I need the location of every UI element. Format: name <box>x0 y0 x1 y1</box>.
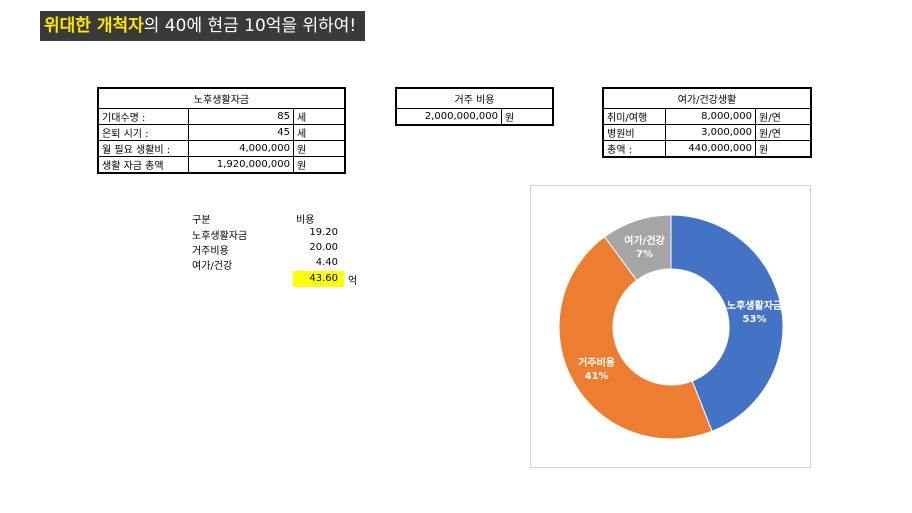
cell-unit[interactable]: 원 <box>755 140 811 157</box>
summary-total-unit: 억 <box>348 276 358 287</box>
cell-unit[interactable]: 세 <box>293 124 345 141</box>
slice-percent-label: 7% <box>636 249 653 260</box>
summary-row-label[interactable]: 여가/건강 <box>192 261 233 272</box>
summary-total[interactable]: 43.60 <box>293 271 344 287</box>
cell-label[interactable]: 월 필요 생활비 : <box>98 140 189 157</box>
cell-value[interactable]: 85 <box>188 108 294 125</box>
cell-value[interactable]: 1,920,000,000 <box>188 156 294 173</box>
table-row: 은퇴 시기 : 45 세 <box>98 124 345 141</box>
donut-slice-2[interactable] <box>558 236 713 440</box>
table-row: 월 필요 생활비 : 4,000,000 원 <box>98 140 345 157</box>
table-row: 취미/여행 8,000,000 원/연 <box>603 108 811 125</box>
cell-unit[interactable]: 원 <box>293 140 345 157</box>
cell-label[interactable]: 기대수명 : <box>98 108 189 125</box>
retirement-header: 노후생활자금 <box>98 88 345 109</box>
summary-row-value[interactable]: 19.20 <box>309 227 338 238</box>
cell-value[interactable]: 440,000,000 <box>665 140 756 157</box>
slice-percent-label: 41% <box>585 371 609 382</box>
cell-value[interactable]: 3,000,000 <box>665 124 756 141</box>
housing-header: 거주 비용 <box>396 88 553 109</box>
cell-unit[interactable]: 원/연 <box>755 108 811 125</box>
table-row: 기대수명 : 85 세 <box>98 108 345 125</box>
retirement-table: 노후생활자금 기대수명 : 85 세 은퇴 시기 : 45 세 월 필요 생활비… <box>97 87 346 174</box>
slice-label: 노후생활자금 <box>727 299 782 312</box>
cell-label[interactable]: 은퇴 시기 : <box>98 124 189 141</box>
cell-value[interactable]: 2,000,000,000 <box>396 108 502 125</box>
donut-slice-1[interactable] <box>670 214 784 432</box>
cell-value[interactable]: 4,000,000 <box>188 140 294 157</box>
cell-label[interactable]: 취미/여행 <box>603 108 666 125</box>
donut-slice-3[interactable] <box>603 214 672 281</box>
table-row: 병원비 3,000,000 원/연 <box>603 124 811 141</box>
cell-unit[interactable]: 원/연 <box>755 124 811 141</box>
summary-col1-header[interactable]: 구분 <box>192 215 211 226</box>
leisure-header: 여가/건강생활 <box>603 88 811 109</box>
cell-value[interactable]: 45 <box>188 124 294 141</box>
page-title: 위대한 개척자의 40에 현금 10억을 위하여! <box>40 11 365 41</box>
cell-label[interactable]: 생활 자금 총액 <box>98 156 189 173</box>
table-row: 2,000,000,000 원 <box>396 108 553 125</box>
cell-label[interactable]: 병원비 <box>603 124 666 141</box>
summary-row-label[interactable]: 노후생활자금 <box>192 231 248 242</box>
title-highlight: 위대한 개척자 <box>44 16 144 36</box>
summary-row-value[interactable]: 20.00 <box>309 242 338 253</box>
cell-unit[interactable]: 세 <box>293 108 345 125</box>
table-row: 생활 자금 총액 1,920,000,000 원 <box>98 156 345 173</box>
slice-label: 여가/건강 <box>624 234 665 247</box>
cell-label[interactable]: 총액 : <box>603 140 666 157</box>
cell-unit[interactable]: 원 <box>501 108 553 125</box>
summary-col2-header[interactable]: 비용 <box>296 215 315 226</box>
cell-value[interactable]: 8,000,000 <box>665 108 756 125</box>
summary-row-label[interactable]: 거주비용 <box>192 246 229 257</box>
donut-chart[interactable]: 노후생활자금 53% 거주비용 41% 여가/건강 7% <box>530 185 811 468</box>
title-rest: 의 40에 현금 10억을 위하여! <box>143 16 357 36</box>
leisure-table: 여가/건강생활 취미/여행 8,000,000 원/연 병원비 3,000,00… <box>602 87 812 158</box>
summary-row-value[interactable]: 4.40 <box>315 257 338 268</box>
housing-table: 거주 비용 2,000,000,000 원 <box>395 87 554 126</box>
cell-unit[interactable]: 원 <box>293 156 345 173</box>
slice-label: 거주비용 <box>578 356 615 369</box>
donut-chart-svg: 노후생활자금 53% 거주비용 41% 여가/건강 7% <box>558 214 784 440</box>
table-row: 총액 : 440,000,000 원 <box>603 140 811 157</box>
slice-percent-label: 53% <box>743 314 767 325</box>
